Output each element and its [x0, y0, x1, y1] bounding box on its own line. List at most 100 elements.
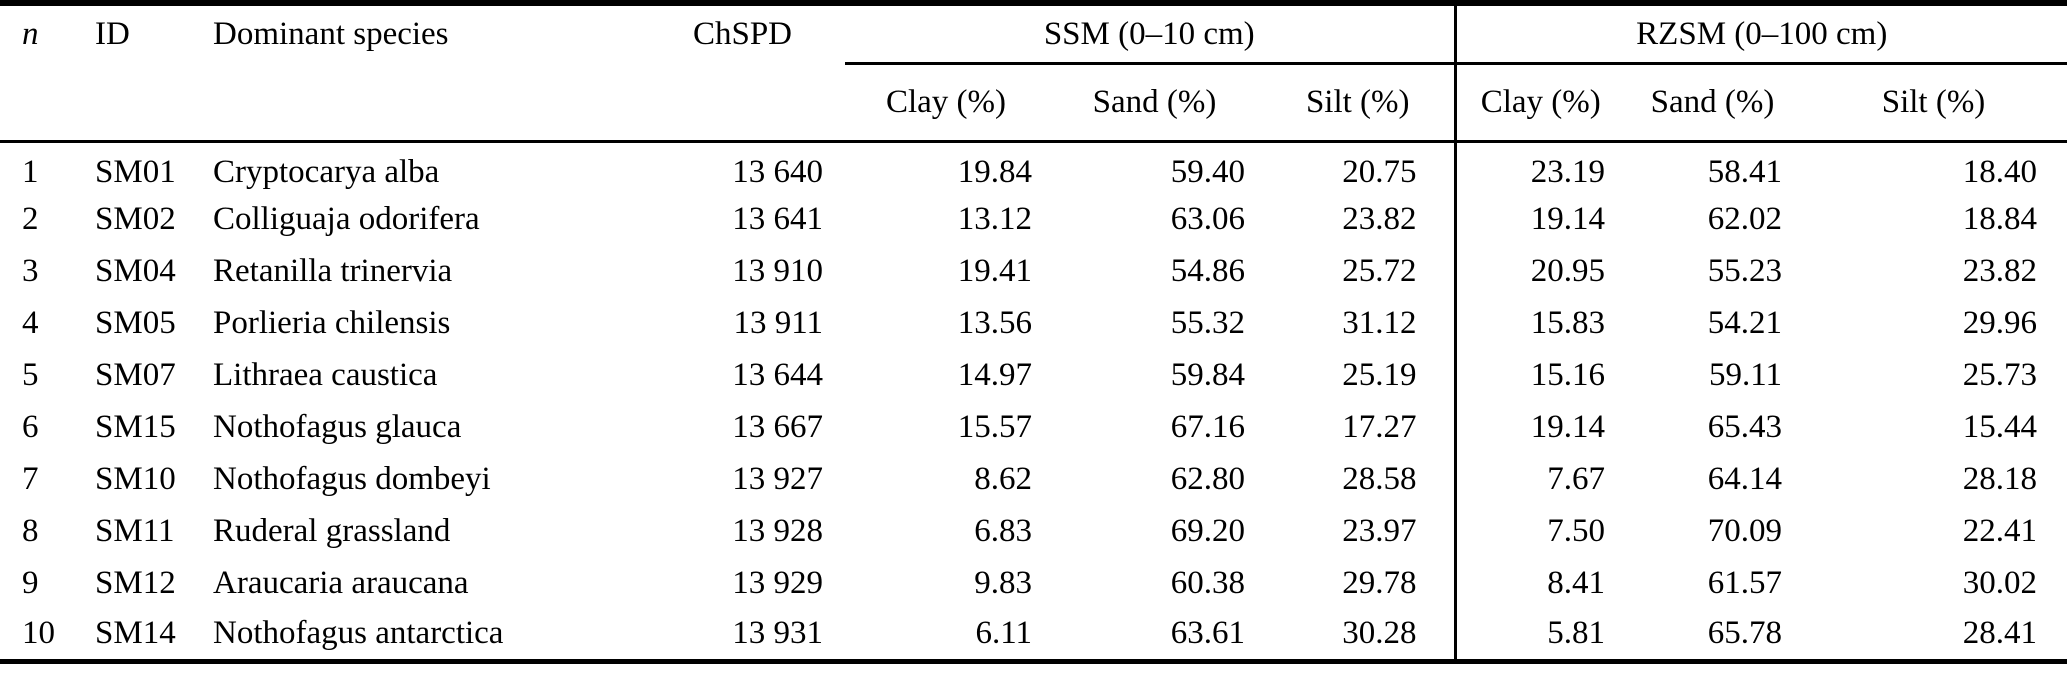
cell-ssm-silt: 25.19 [1342, 356, 1417, 393]
cell-ssm-sand: 63.06 [1170, 200, 1245, 237]
cell-rzsm-clay: 19.14 [1453, 401, 1625, 453]
cell-rzsm-clay: 20.95 [1453, 245, 1625, 297]
header-id: ID [95, 16, 130, 52]
cell-ssm-clay: 19.84 [957, 154, 1032, 191]
cell-n: 10 [22, 615, 55, 652]
cell-ssm-sand: 55.32 [1170, 304, 1245, 341]
cell-id: SM02 [95, 200, 176, 237]
cell-rzsm-silt: 18.40 [1962, 154, 2038, 191]
cell-id: SM07 [95, 356, 176, 393]
cell-chspd: 13 640 [732, 154, 823, 191]
cell-ssm-clay: 6.83 [974, 512, 1032, 549]
cell-species: Araucaria araucana [213, 564, 469, 601]
cell-ssm-sand: 59.40 [1170, 154, 1245, 191]
cell-rzsm-silt: 23.82 [1962, 252, 2038, 289]
cell-ssm-sand: 67.16 [1170, 408, 1245, 445]
cell-ssm-clay: 6.11 [975, 615, 1032, 652]
cell-id: SM05 [95, 304, 176, 341]
table-row: 10 SM14 Nothofagus antarctica 13 931 6.1… [0, 609, 2067, 661]
cell-rzsm-silt: 25.73 [1962, 356, 2038, 393]
cell-rzsm-silt: 28.41 [1962, 615, 2038, 652]
cell-id: SM10 [95, 460, 176, 497]
header-group-row: n ID Dominant species ChSPD SSM (0–10 cm… [0, 3, 2067, 65]
table-row: 8 SM11 Ruderal grassland 13 928 6.83 69.… [0, 505, 2067, 557]
header-ssm-silt: Silt (%) [1305, 83, 1410, 120]
cell-rzsm-clay: 7.67 [1453, 453, 1625, 505]
cell-chspd: 13 667 [732, 408, 823, 445]
cell-ssm-clay: 15.57 [957, 408, 1032, 445]
cell-rzsm-clay: 15.16 [1453, 349, 1625, 401]
header-n: n [22, 16, 39, 52]
cell-ssm-clay: 8.62 [974, 460, 1032, 497]
cell-ssm-silt: 23.97 [1342, 512, 1417, 549]
cell-rzsm-silt: 22.41 [1962, 512, 2038, 549]
cell-rzsm-clay: 23.19 [1453, 141, 1625, 193]
cell-ssm-silt: 28.58 [1342, 460, 1417, 497]
table-header: n ID Dominant species ChSPD SSM (0–10 cm… [0, 3, 2067, 141]
table-row: 6 SM15 Nothofagus glauca 13 667 15.57 67… [0, 401, 2067, 453]
cell-species: Porlieria chilensis [213, 304, 451, 341]
cell-ssm-silt: 30.28 [1342, 615, 1417, 652]
cell-species: Nothofagus dombeyi [213, 460, 491, 497]
cell-rzsm-clay: 19.14 [1453, 193, 1625, 245]
table-row: 9 SM12 Araucaria araucana 13 929 9.83 60… [0, 557, 2067, 609]
table-row: 7 SM10 Nothofagus dombeyi 13 927 8.62 62… [0, 453, 2067, 505]
cell-species: Nothofagus glauca [213, 408, 462, 445]
cell-ssm-clay: 19.41 [957, 252, 1032, 289]
cell-rzsm-sand: 54.21 [1707, 304, 1782, 341]
cell-id: SM01 [95, 154, 176, 191]
cell-species: Ruderal grassland [213, 512, 451, 549]
cell-n: 4 [22, 304, 39, 341]
cell-rzsm-sand: 64.14 [1707, 460, 1782, 497]
cell-n: 2 [22, 200, 39, 237]
header-chspd: ChSPD [692, 16, 793, 52]
cell-ssm-clay: 9.83 [974, 564, 1032, 601]
cell-chspd: 13 927 [732, 460, 823, 497]
cell-id: SM11 [95, 512, 175, 549]
cell-n: 8 [22, 512, 39, 549]
table-row: 2 SM02 Colliguaja odorifera 13 641 13.12… [0, 193, 2067, 245]
cell-chspd: 13 929 [732, 564, 823, 601]
cell-n: 7 [22, 460, 39, 497]
cell-chspd: 13 931 [732, 615, 823, 652]
cell-rzsm-silt: 30.02 [1962, 564, 2038, 601]
cell-id: SM15 [95, 408, 176, 445]
cell-rzsm-clay: 8.41 [1453, 557, 1625, 609]
soil-texture-table: n ID Dominant species ChSPD SSM (0–10 cm… [0, 0, 2067, 664]
cell-rzsm-clay: 7.50 [1453, 505, 1625, 557]
cell-rzsm-sand: 61.57 [1707, 564, 1782, 601]
cell-rzsm-sand: 65.78 [1707, 615, 1782, 652]
cell-ssm-silt: 23.82 [1342, 200, 1417, 237]
cell-ssm-sand: 69.20 [1170, 512, 1245, 549]
cell-id: SM12 [95, 564, 176, 601]
cell-rzsm-sand: 70.09 [1707, 512, 1782, 549]
cell-rzsm-silt: 18.84 [1962, 200, 2038, 237]
header-ssm-group: SSM (0–10 cm) [845, 3, 1455, 65]
cell-chspd: 13 644 [732, 356, 823, 393]
cell-ssm-sand: 59.84 [1170, 356, 1245, 393]
cell-chspd: 13 910 [732, 252, 823, 289]
table-row: 4 SM05 Porlieria chilensis 13 911 13.56 … [0, 297, 2067, 349]
cell-rzsm-sand: 65.43 [1707, 408, 1782, 445]
cell-ssm-clay: 14.97 [957, 356, 1032, 393]
header-rzsm-sand: Sand (%) [1650, 83, 1775, 120]
cell-chspd: 13 928 [732, 512, 823, 549]
cell-ssm-silt: 17.27 [1342, 408, 1417, 445]
cell-rzsm-clay: 5.81 [1453, 609, 1625, 661]
table-row: 1 SM01 Cryptocarya alba 13 640 19.84 59.… [0, 141, 2067, 193]
cell-rzsm-sand: 59.11 [1708, 356, 1782, 393]
cell-species: Retanilla trinervia [213, 252, 453, 289]
table-row: 5 SM07 Lithraea caustica 13 644 14.97 59… [0, 349, 2067, 401]
cell-species: Colliguaja odorifera [213, 200, 480, 237]
cell-rzsm-silt: 15.44 [1962, 408, 2038, 445]
cell-ssm-silt: 29.78 [1342, 564, 1417, 601]
header-ssm-sand: Sand (%) [1092, 83, 1217, 120]
header-rzsm-group: RZSM (0–100 cm) [1453, 3, 2067, 65]
cell-id: SM14 [95, 615, 176, 652]
cell-species: Lithraea caustica [213, 356, 438, 393]
cell-chspd: 13 911 [733, 304, 823, 341]
cell-n: 1 [22, 154, 39, 191]
cell-rzsm-clay: 15.83 [1453, 297, 1625, 349]
cell-ssm-silt: 31.12 [1342, 304, 1417, 341]
cell-ssm-silt: 25.72 [1342, 252, 1417, 289]
